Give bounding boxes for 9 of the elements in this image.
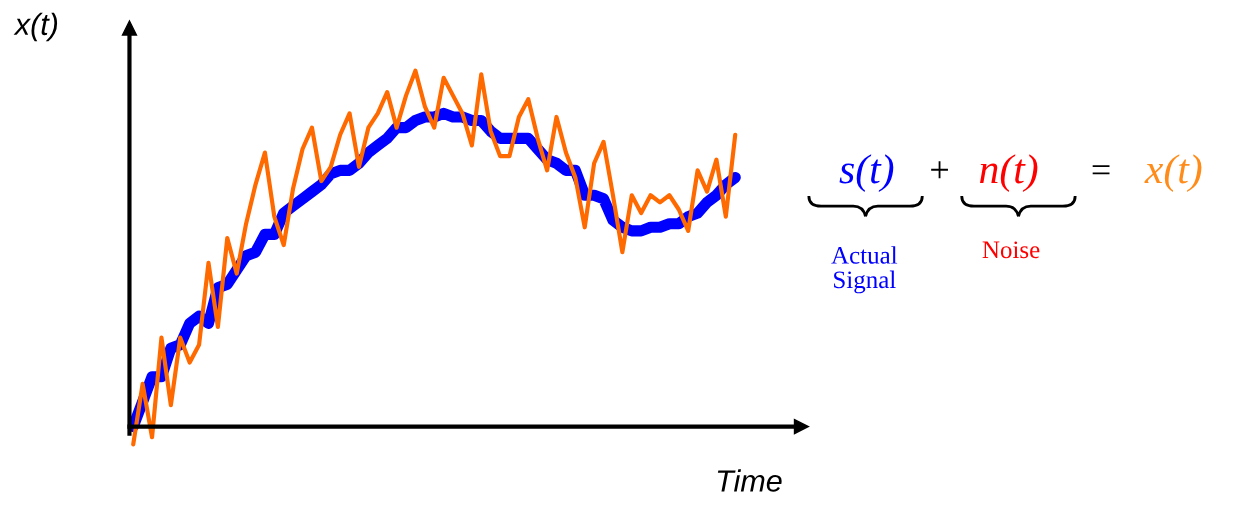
text: n(t) <box>980 154 1038 192</box>
text: = <box>1092 165 1110 175</box>
text: + <box>931 161 948 179</box>
text: x(t) <box>1144 154 1202 192</box>
x-axis-title: Time <box>717 469 782 492</box>
y-axis-title: x(t) <box>13 12 58 42</box>
text: Actual Signal <box>831 246 898 294</box>
text: Noise <box>982 241 1040 259</box>
text: s(t) <box>839 154 894 192</box>
